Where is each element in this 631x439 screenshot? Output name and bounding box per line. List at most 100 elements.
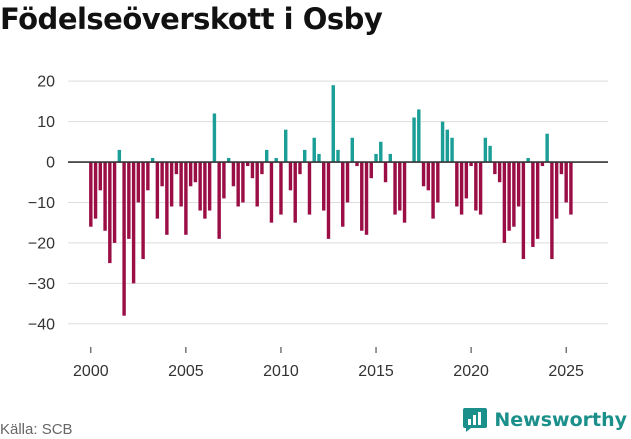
gridlines [68, 80, 608, 325]
bar [317, 153, 321, 163]
bar [231, 162, 236, 187]
bar [236, 162, 240, 207]
chart-title: Födelseöverskott i Osby [0, 2, 383, 36]
x-tick-label: 2005 [168, 363, 204, 380]
y-tick-label: −30 [28, 276, 55, 293]
bar [569, 162, 573, 215]
bar [474, 162, 478, 211]
bar [112, 162, 117, 243]
bar [531, 162, 535, 247]
bar [326, 162, 331, 239]
bars [89, 85, 573, 316]
bar [146, 162, 150, 191]
bar [222, 162, 226, 199]
bar [127, 162, 131, 239]
bar [450, 137, 454, 163]
bar [260, 162, 264, 175]
bar [141, 162, 145, 260]
bar [269, 162, 274, 223]
bar [203, 162, 207, 219]
bar [250, 162, 255, 179]
y-tick-label: −10 [28, 195, 55, 212]
bar [184, 162, 188, 235]
y-tick-label: 20 [37, 74, 55, 91]
bar [512, 162, 516, 227]
bar [393, 162, 397, 215]
bar [103, 162, 107, 231]
bar [540, 162, 545, 167]
x-tick-label: 2010 [263, 363, 299, 380]
bar [507, 162, 511, 231]
bar [364, 162, 369, 235]
bar [131, 162, 136, 284]
bar [455, 162, 459, 207]
bar [336, 149, 340, 163]
y-tick-label: −40 [28, 316, 55, 333]
bar [245, 162, 250, 167]
bar [169, 162, 174, 207]
bar [165, 162, 169, 235]
bar [303, 149, 307, 163]
bar [174, 162, 179, 175]
bar [374, 153, 378, 163]
bar [241, 162, 245, 203]
bar [388, 153, 392, 163]
bar [469, 162, 473, 167]
bar [288, 162, 293, 191]
bar [155, 162, 160, 219]
x-tick-label: 2000 [73, 363, 109, 380]
bar [559, 162, 564, 175]
bar [98, 162, 103, 191]
bar [383, 162, 388, 183]
bar [412, 117, 416, 163]
bar [207, 162, 212, 211]
bar [554, 162, 559, 219]
bar [478, 162, 483, 215]
bar [160, 162, 164, 187]
bar [483, 137, 488, 163]
bar [535, 162, 540, 239]
bar [550, 162, 554, 260]
bar [355, 162, 359, 167]
bar [493, 162, 497, 175]
bar [331, 85, 335, 163]
bar [402, 162, 407, 223]
bar [188, 162, 193, 187]
newsworthy-logo-icon [463, 408, 488, 432]
bar [521, 162, 526, 260]
bar [108, 162, 112, 264]
bar [322, 162, 326, 211]
bar [398, 162, 402, 211]
bar [360, 162, 364, 231]
bar [526, 157, 530, 163]
bar [298, 162, 302, 175]
bar [379, 141, 383, 163]
bar [426, 162, 431, 191]
bar [445, 129, 450, 163]
bar [369, 162, 373, 179]
x-tick-label: 2015 [358, 363, 394, 380]
bar [459, 162, 464, 215]
brand-logo[interactable]: Newsworthy [462, 407, 627, 433]
bar [193, 162, 198, 183]
bar [312, 137, 316, 163]
bar [564, 162, 568, 203]
bar [436, 162, 440, 203]
bar [179, 162, 183, 207]
bar [341, 162, 345, 227]
bar [345, 162, 350, 203]
bar [417, 109, 421, 163]
bar [226, 157, 231, 163]
bar [89, 162, 93, 227]
bar [255, 162, 259, 207]
bar [545, 133, 549, 163]
bar [488, 145, 492, 163]
brand-name: Newsworthy [494, 409, 627, 431]
x-tick-label: 2020 [453, 363, 489, 380]
bar [274, 157, 278, 163]
bar [279, 162, 283, 215]
bar [122, 162, 126, 316]
bar [431, 162, 435, 219]
bar [150, 157, 155, 163]
bar [464, 162, 469, 199]
